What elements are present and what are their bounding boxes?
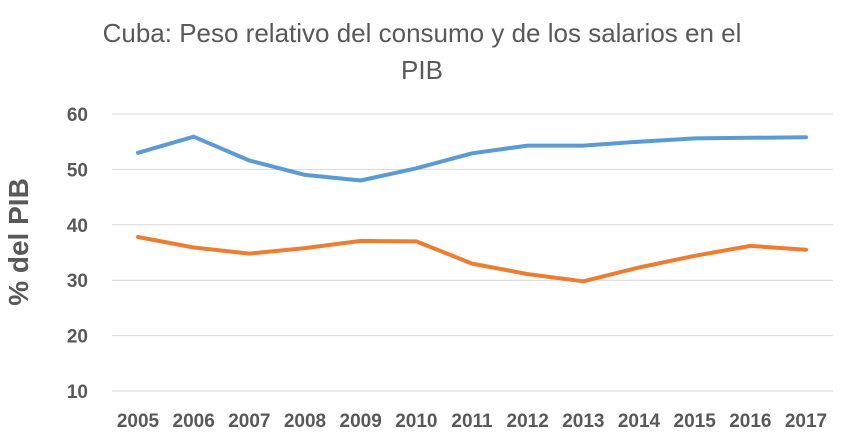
data-point-series-2 — [581, 279, 585, 283]
x-tick-label: 2013 — [562, 411, 604, 432]
data-point-series-1 — [581, 144, 585, 148]
data-point-series-1 — [804, 135, 808, 139]
data-point-series-1 — [303, 173, 307, 177]
data-point-series-2 — [414, 239, 418, 243]
y-tick-label: 60 — [67, 105, 88, 126]
data-point-series-1 — [470, 151, 474, 155]
data-point-series-2 — [303, 246, 307, 250]
x-tick-label: 2009 — [340, 411, 382, 432]
data-point-series-1 — [359, 178, 363, 182]
data-point-series-1 — [693, 136, 697, 140]
x-tick-label: 2010 — [395, 411, 437, 432]
data-point-series-2 — [247, 252, 251, 256]
x-tick-label: 2014 — [618, 411, 661, 432]
data-point-series-2 — [693, 254, 697, 258]
series-lines — [136, 134, 808, 284]
data-point-series-2 — [470, 262, 474, 266]
x-tick-label: 2005 — [117, 411, 160, 432]
chart-title-line-2: PIB — [401, 55, 443, 85]
x-tick-label: 2015 — [674, 411, 717, 432]
y-axis-label: % del PIB — [3, 178, 34, 306]
data-point-series-1 — [748, 136, 752, 140]
data-point-series-1 — [192, 135, 196, 139]
gridlines — [112, 113, 833, 392]
data-point-series-2 — [136, 235, 140, 239]
y-tick-label: 10 — [67, 382, 88, 403]
chart-title-line-1: Cuba: Peso relativo del consumo y de los… — [103, 18, 742, 48]
x-tick-label: 2007 — [228, 411, 270, 432]
x-tick-label: 2008 — [284, 411, 326, 432]
y-tick-label: 20 — [67, 327, 88, 348]
data-point-series-2 — [526, 272, 530, 276]
data-point-series-2 — [748, 244, 752, 248]
data-point-series-1 — [414, 166, 418, 170]
data-point-series-2 — [637, 265, 641, 269]
y-tick-label: 40 — [67, 216, 88, 237]
series-line-2 — [136, 235, 808, 284]
x-tick-label: 2012 — [507, 411, 549, 432]
y-tick-label: 30 — [67, 271, 88, 292]
data-point-series-2 — [804, 248, 808, 252]
x-tick-label: 2011 — [451, 411, 493, 432]
x-tick-labels: 2005 2006 2007 2008 2009 2010 2011 2012 2013 2014… — [117, 411, 827, 432]
data-point-series-2 — [359, 239, 363, 243]
y-tick-labels: 10 20 30 40 50 60 — [67, 105, 88, 403]
data-point-series-2 — [192, 246, 196, 250]
data-point-series-1 — [637, 140, 641, 144]
y-tick-label: 50 — [67, 160, 88, 181]
data-point-series-1 — [247, 159, 251, 163]
x-tick-label: 2016 — [729, 411, 771, 432]
data-point-series-1 — [136, 151, 140, 155]
x-tick-label: 2017 — [785, 411, 827, 432]
series-line-1 — [136, 134, 808, 183]
data-point-series-1 — [526, 144, 530, 148]
x-tick-label: 2006 — [173, 411, 215, 432]
